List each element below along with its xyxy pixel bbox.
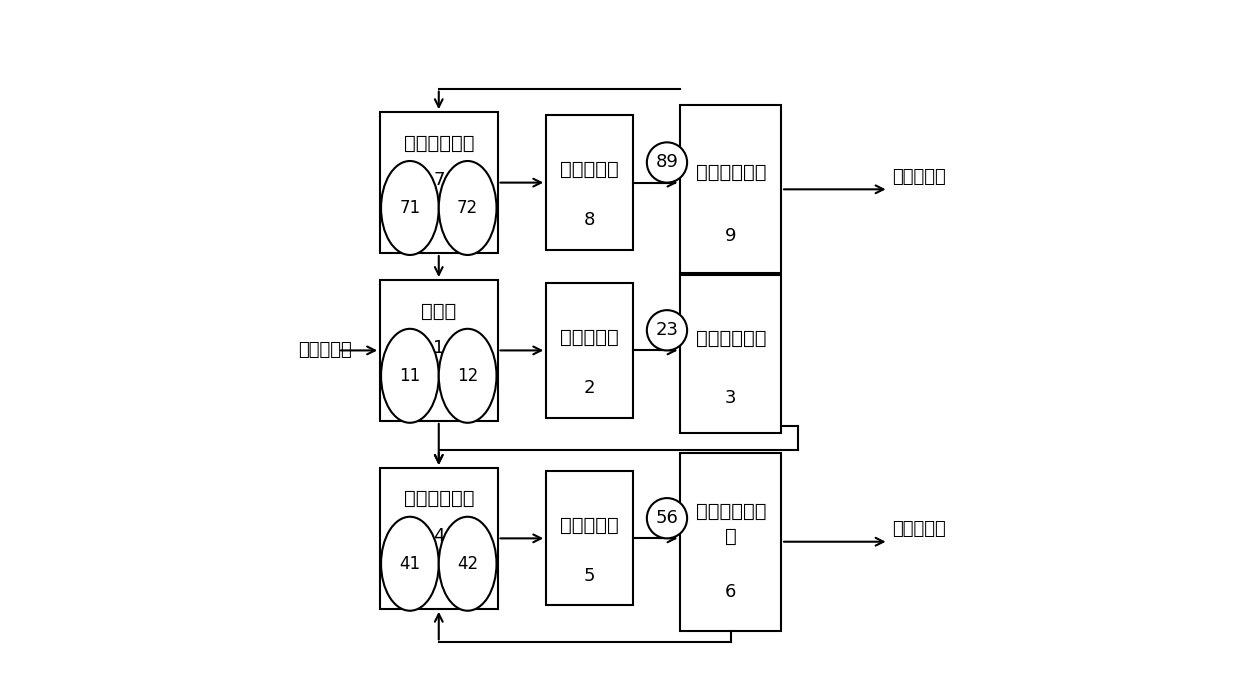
Circle shape xyxy=(647,310,687,350)
FancyBboxPatch shape xyxy=(681,275,781,433)
Text: 4: 4 xyxy=(433,526,444,545)
Circle shape xyxy=(647,498,687,539)
Ellipse shape xyxy=(439,517,496,611)
Text: 产水输出端: 产水输出端 xyxy=(892,520,946,539)
Text: 41: 41 xyxy=(399,555,420,573)
FancyBboxPatch shape xyxy=(546,115,634,250)
Text: 二段纳滤膜组: 二段纳滤膜组 xyxy=(696,163,766,182)
FancyBboxPatch shape xyxy=(379,112,497,253)
Text: 9: 9 xyxy=(725,227,737,245)
Text: 5: 5 xyxy=(584,567,595,585)
Text: 第一高压泵: 第一高压泵 xyxy=(560,328,619,346)
Text: 89: 89 xyxy=(656,154,678,171)
Text: 第一缓冲水箱: 第一缓冲水箱 xyxy=(403,489,474,508)
Text: 第二高压泵: 第二高压泵 xyxy=(560,516,619,534)
Text: 11: 11 xyxy=(399,367,420,385)
Text: 8: 8 xyxy=(584,211,595,229)
FancyBboxPatch shape xyxy=(681,453,781,631)
Text: 12: 12 xyxy=(458,367,479,385)
FancyBboxPatch shape xyxy=(379,468,497,609)
Circle shape xyxy=(647,142,687,183)
FancyBboxPatch shape xyxy=(379,280,497,421)
Text: 42: 42 xyxy=(458,555,479,573)
Text: 23: 23 xyxy=(656,321,678,339)
Text: 72: 72 xyxy=(458,199,479,217)
Ellipse shape xyxy=(381,161,439,255)
Text: 71: 71 xyxy=(399,199,420,217)
Text: 7: 7 xyxy=(433,171,444,189)
FancyBboxPatch shape xyxy=(681,105,781,273)
Ellipse shape xyxy=(439,329,496,423)
Text: 1: 1 xyxy=(433,338,444,357)
Text: 浓水输出端: 浓水输出端 xyxy=(892,168,946,186)
Text: 一级反渗透膜
组: 一级反渗透膜 组 xyxy=(696,502,766,546)
Text: 6: 6 xyxy=(725,582,737,601)
Text: 一段纳滤膜组: 一段纳滤膜组 xyxy=(696,328,766,348)
Text: 56: 56 xyxy=(656,510,678,527)
Text: 3: 3 xyxy=(725,389,737,407)
Text: 第二缓冲水箱: 第二缓冲水箱 xyxy=(403,133,474,152)
Ellipse shape xyxy=(381,329,439,423)
Ellipse shape xyxy=(439,161,496,255)
Ellipse shape xyxy=(381,517,439,611)
Text: 2: 2 xyxy=(584,379,595,397)
Text: 第三高压泵: 第三高压泵 xyxy=(560,160,619,179)
FancyBboxPatch shape xyxy=(546,471,634,605)
Text: 废水输入端: 废水输入端 xyxy=(298,342,352,359)
FancyBboxPatch shape xyxy=(546,283,634,418)
Text: 进水箱: 进水箱 xyxy=(422,301,456,320)
